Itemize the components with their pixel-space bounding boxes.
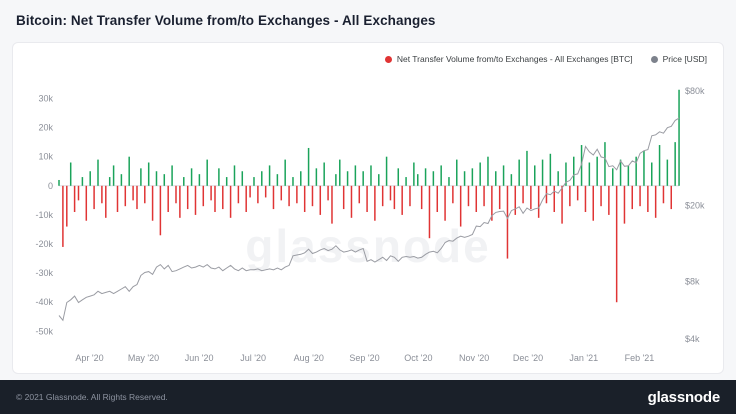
page-footer: © 2021 Glassnode. All Rights Reserved. g… (0, 380, 736, 414)
svg-text:-50k: -50k (35, 326, 53, 336)
svg-text:$4k: $4k (685, 334, 700, 344)
svg-text:Aug '20: Aug '20 (294, 353, 324, 363)
svg-text:-20k: -20k (35, 239, 53, 249)
svg-text:0: 0 (48, 181, 53, 191)
svg-text:$80k: $80k (685, 86, 705, 96)
legend-item-net-transfer-volume[interactable]: Net Transfer Volume from/to Exchanges - … (384, 54, 633, 64)
svg-text:Oct '20: Oct '20 (404, 353, 432, 363)
legend-label-net-transfer-volume: Net Transfer Volume from/to Exchanges - … (396, 54, 633, 64)
net-transfer-volume-bars (58, 89, 680, 303)
svg-text:Apr '20: Apr '20 (75, 353, 103, 363)
price-dot-icon (650, 55, 658, 63)
svg-text:Jun '20: Jun '20 (185, 353, 214, 363)
glassnode-logo[interactable]: glassnode (647, 388, 721, 406)
svg-text:Nov '20: Nov '20 (459, 353, 489, 363)
legend-item-price[interactable]: Price [USD] (650, 54, 707, 64)
chart-card: Net Transfer Volume from/to Exchanges - … (12, 42, 724, 374)
svg-text:30k: 30k (38, 93, 53, 103)
legend-label-price: Price [USD] (662, 54, 707, 64)
net-transfer-volume-dot-icon (384, 55, 392, 63)
chart-legend: Net Transfer Volume from/to Exchanges - … (13, 43, 723, 69)
svg-text:10k: 10k (38, 152, 53, 162)
plot-wrapper: glassnode 30k 20k 10k 0 -10k -20k -30k -40k -50k… (13, 69, 723, 367)
page-title: Bitcoin: Net Transfer Volume from/to Exc… (16, 12, 436, 28)
chart-plot-area[interactable]: 30k20k10k0-10k-20k-30k-40k-50k$80k$20k$8… (13, 69, 723, 367)
left-axis-labels: 30k 20k 10k 0 -10k -20k -30k -40k -50k (35, 93, 53, 336)
svg-text:-40k: -40k (35, 297, 53, 307)
footer-copyright: © 2021 Glassnode. All Rights Reserved. (16, 392, 168, 402)
svg-text:Jan '21: Jan '21 (569, 353, 598, 363)
svg-text:Feb '21: Feb '21 (625, 353, 655, 363)
page-header: Bitcoin: Net Transfer Volume from/to Exc… (0, 0, 736, 40)
x-axis-labels: Apr '20 May '20 Jun '20 Jul '20 Aug '20 Sep '… (75, 353, 654, 363)
price-line (58, 117, 680, 322)
svg-text:Sep '20: Sep '20 (349, 353, 379, 363)
right-axis-labels: $80k $20k $8k $4k (685, 86, 705, 344)
svg-text:-10k: -10k (35, 210, 53, 220)
svg-text:-30k: -30k (35, 268, 53, 278)
svg-text:20k: 20k (38, 123, 53, 133)
svg-text:Dec '20: Dec '20 (513, 353, 543, 363)
svg-text:$20k: $20k (685, 201, 705, 211)
svg-text:Jul '20: Jul '20 (240, 353, 266, 363)
svg-text:$8k: $8k (685, 276, 700, 286)
svg-text:May '20: May '20 (128, 353, 159, 363)
